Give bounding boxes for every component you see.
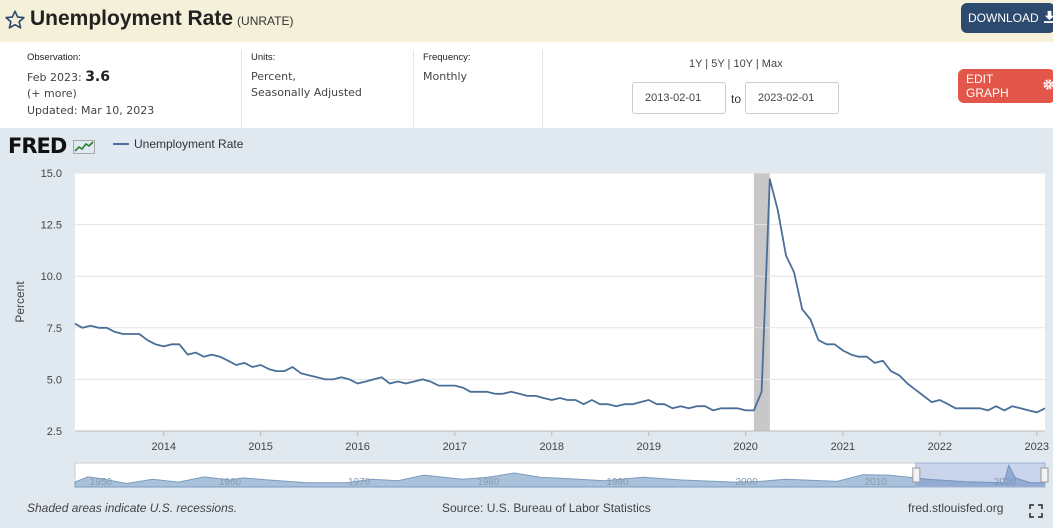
x-tick-label: 2015 [248,441,272,453]
page-title: Unemployment Rate (UNRATE) [30,7,293,31]
navigator-tick-label: 2010 [865,477,888,488]
more-link[interactable]: (+ more) [27,87,77,100]
chart-legend: Unemployment Rate [113,137,243,151]
fred-logo-text: FRED [8,134,67,158]
x-tick-label: 2020 [733,441,757,453]
navigator-tick-label: 2000 [736,477,759,488]
start-date-input[interactable]: 2013-02-01 [632,82,726,114]
range-links[interactable]: 1Y | 5Y | 10Y | Max [689,58,783,70]
y-tick-label: 2.5 [47,426,62,438]
navigator-handle[interactable] [1040,467,1049,483]
download-button[interactable]: DOWNLOAD [961,3,1053,33]
recession-note: Shaded areas indicate U.S. recessions. [27,501,238,515]
header-bar: Unemployment Rate (UNRATE) DOWNLOAD [0,0,1053,42]
units-block: Units: Percent, Seasonally Adjusted [251,50,362,102]
x-tick-label: 2014 [151,441,175,453]
x-tick-label: 2023 [1025,441,1049,453]
divider [413,50,414,128]
to-label: to [731,92,742,106]
trend-icon [72,140,95,154]
end-date-input[interactable]: 2023-02-01 [745,82,839,114]
series-title: Unemployment Rate [30,7,234,30]
legend-swatch [113,143,129,145]
y-axis-label: Percent [13,281,27,323]
star-icon[interactable] [4,9,26,36]
navigator-tick-label: 1970 [348,477,371,488]
x-tick-label: 2017 [443,441,467,453]
fred-logo: FRED [8,134,95,158]
edit-graph-label: EDIT GRAPH [966,72,1009,100]
navigator-handle[interactable] [912,467,921,483]
x-tick-label: 2016 [345,441,369,453]
navigator-tick-label: 1950 [90,477,113,488]
range-navigator[interactable]: 1950 1960 1970 1980 1990 2000 2010 2020 [74,462,1049,488]
edit-graph-button[interactable]: EDIT GRAPH [958,69,1053,103]
y-tick-label: 12.5 [41,220,62,232]
y-tick-label: 10.0 [41,271,62,283]
frequency-value: Monthly [423,69,468,83]
site-link[interactable]: fred.stlouisfed.org [908,501,1004,515]
updated-date: Updated: Mar 10, 2023 [27,103,155,117]
navigator-series [74,463,1046,488]
y-tick-label: 5.0 [47,374,62,386]
frequency-label: Frequency: [423,52,471,63]
divider [542,50,543,128]
download-label: DOWNLOAD [968,11,1039,25]
frequency-block: Frequency: Monthly [423,50,471,85]
divider [241,50,242,128]
navigator-tick-label: 1980 [477,477,500,488]
plot-area [75,173,1045,431]
navigator-tick-label: 1990 [606,477,629,488]
observation-value: 3.6 [85,68,110,85]
recession-band [753,173,770,431]
navigator-tick-label: 2020 [994,477,1017,488]
observation-label: Observation: [27,52,81,63]
series-line-unemployment-rate [74,178,1046,414]
observation-block: Observation: Feb 2023: 3.6 (+ more) Upda… [27,50,154,119]
y-tick-label: 7.5 [47,323,62,335]
units-line-2: Seasonally Adjusted [251,86,362,99]
line-chart: 2.5 5.0 7.5 10.0 12.5 15.0 2014 2015 2016 2017 20… [13,168,1049,488]
navigator-selection[interactable] [915,462,1046,488]
x-tick-label: 2018 [540,441,564,453]
gear-icon [1038,78,1053,94]
expand-icon[interactable] [1029,504,1043,523]
units-label: Units: [251,52,276,63]
x-tick-label: 2022 [928,441,952,453]
navigator-tick-label: 1960 [219,477,242,488]
x-tick-label: 2019 [636,441,660,453]
units-line-1: Percent, [251,69,296,83]
source-note: Source: U.S. Bureau of Labor Statistics [442,501,651,515]
y-tick-label: 15.0 [41,168,62,180]
series-code: (UNRATE) [237,14,294,28]
legend-label: Unemployment Rate [134,137,244,151]
download-icon [1039,10,1053,26]
series-meta-panel: Observation: Feb 2023: 3.6 (+ more) Upda… [0,42,1053,128]
observation-date: Feb 2023: [27,70,82,84]
x-tick-label: 2021 [831,441,855,453]
